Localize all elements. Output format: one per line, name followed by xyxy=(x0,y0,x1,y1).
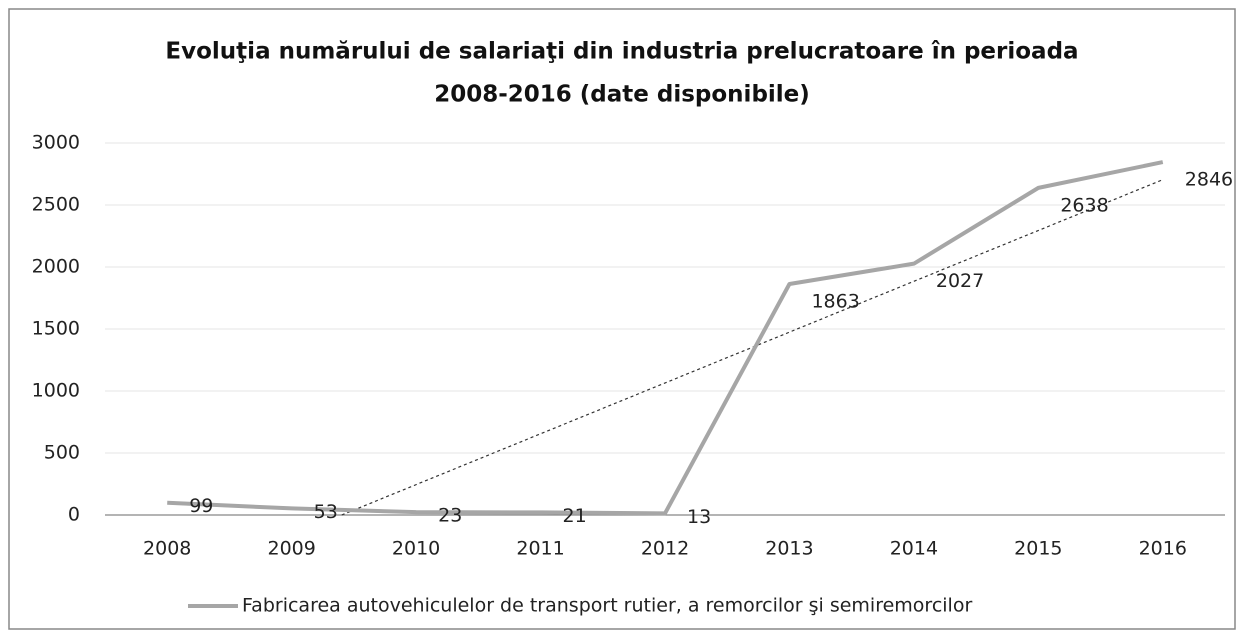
x-tick-label: 2008 xyxy=(143,538,191,560)
x-tick-label: 2013 xyxy=(765,538,813,560)
data-label: 1863 xyxy=(811,290,859,312)
data-label: 2638 xyxy=(1060,194,1108,216)
x-tick-label: 2011 xyxy=(516,538,564,560)
x-tick-label: 2009 xyxy=(267,538,315,560)
data-label: 99 xyxy=(189,495,213,517)
x-tick-label: 2016 xyxy=(1139,538,1187,560)
chart-title: 2008-2016 (date disponibile) xyxy=(434,82,810,108)
legend-label: Fabricarea autovehiculelor de transport … xyxy=(242,595,972,617)
x-tick-label: 2010 xyxy=(392,538,440,560)
y-tick-label: 0 xyxy=(68,504,80,526)
trendline xyxy=(341,179,1164,516)
x-tick-label: 2014 xyxy=(890,538,938,560)
chart-title: Evoluţia numărului de salariaţi din indu… xyxy=(165,39,1078,65)
data-label: 2027 xyxy=(936,270,984,292)
y-tick-label: 500 xyxy=(44,442,80,464)
data-label: 53 xyxy=(314,501,338,523)
y-tick-label: 3000 xyxy=(32,132,80,154)
data-label: 23 xyxy=(438,505,462,527)
x-tick-label: 2015 xyxy=(1014,538,1062,560)
data-label: 21 xyxy=(563,505,587,527)
series-line xyxy=(167,160,1164,516)
chart-frame xyxy=(8,8,1236,630)
y-tick-label: 2500 xyxy=(32,194,80,216)
y-tick-label: 2000 xyxy=(32,256,80,278)
data-label: 13 xyxy=(687,506,711,528)
x-tick-label: 2012 xyxy=(641,538,689,560)
data-label: 2846 xyxy=(1185,169,1233,191)
y-tick-label: 1500 xyxy=(32,318,80,340)
y-tick-label: 1000 xyxy=(32,380,80,402)
